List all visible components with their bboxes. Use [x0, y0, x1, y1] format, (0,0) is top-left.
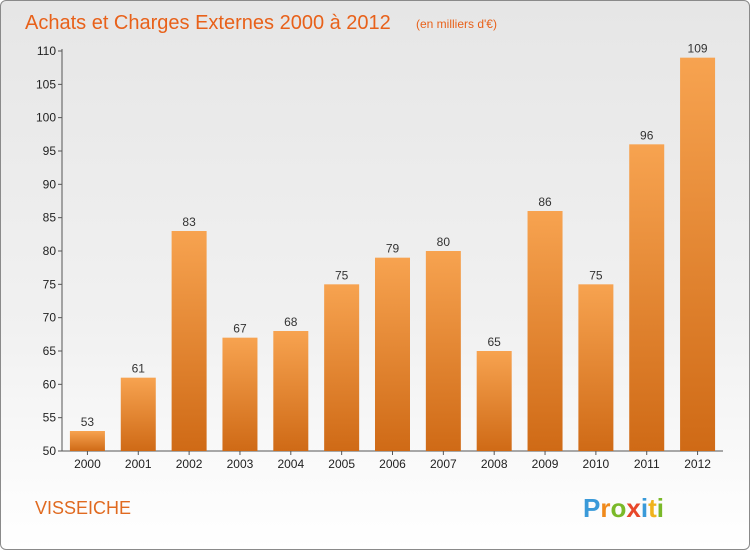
y-axis-ticks: 50 55 60 65 70 75 80 85 90 95 100 105 110: [36, 44, 62, 458]
bar-2002: [171, 231, 207, 451]
x-tick-label: 2008: [481, 457, 508, 471]
y-tick-label: 50: [43, 444, 57, 458]
data-label: 86: [538, 195, 552, 209]
x-tick-label: 2002: [176, 457, 203, 471]
data-label: 75: [335, 268, 349, 282]
bar-2000: [69, 431, 105, 451]
y-tick-label: 60: [43, 377, 57, 391]
y-tick-label: 90: [43, 177, 57, 191]
y-tick-label: 70: [43, 311, 57, 325]
bar-2001: [120, 377, 156, 451]
data-label: 75: [589, 268, 603, 282]
data-label: 96: [640, 128, 654, 142]
bar-2009: [527, 211, 563, 451]
x-tick-label: 2012: [684, 457, 711, 471]
chart-title: Achats et Charges Externes 2000 à 2012: [25, 12, 391, 34]
x-tick-label: 2010: [583, 457, 610, 471]
x-tick-label: 2007: [430, 457, 457, 471]
y-tick-label: 75: [43, 277, 57, 291]
logo-letter: P: [583, 493, 600, 523]
data-label: 83: [182, 215, 196, 229]
y-tick-label: 105: [36, 77, 56, 91]
data-label: 109: [688, 42, 708, 56]
data-label: 80: [437, 235, 451, 249]
logo-letter: i: [641, 493, 648, 523]
bar-2007: [425, 251, 461, 451]
bar-2012: [680, 57, 716, 452]
logo-letter: i: [657, 493, 664, 523]
chart-subtitle: (en milliers d'€): [416, 17, 497, 31]
data-label: 79: [386, 242, 400, 256]
data-label: 68: [284, 315, 298, 329]
y-tick-label: 100: [36, 111, 56, 125]
bar-2011: [629, 144, 665, 452]
y-tick-label: 80: [43, 244, 57, 258]
data-label: 67: [233, 322, 247, 336]
data-label: 65: [488, 335, 502, 349]
x-tick-label: 2000: [74, 457, 101, 471]
x-tick-label: 2011: [634, 457, 660, 471]
x-tick-label: 2009: [532, 457, 559, 471]
bars: [69, 57, 716, 452]
x-tick-label: 2004: [277, 457, 304, 471]
logo-letter: t: [648, 493, 657, 523]
x-tick-label: 2006: [379, 457, 406, 471]
logo-letter: r: [600, 493, 610, 523]
x-tick-label: 2005: [328, 457, 355, 471]
bar-2006: [375, 257, 410, 451]
logo-letter: x: [626, 493, 641, 523]
y-tick-label: 55: [43, 411, 57, 425]
data-label: 61: [132, 362, 146, 376]
x-tick-label: 2001: [125, 457, 152, 471]
x-axis-ticks: 2000 2001 2002 2003 2004 2005 2006 2007 2008 2009…: [74, 451, 711, 471]
y-tick-label: 95: [43, 144, 57, 158]
bar-2004: [273, 331, 309, 451]
proxiti-logo: Proxiti: [583, 493, 664, 523]
y-tick-label: 110: [37, 44, 56, 58]
logo-letter: o: [610, 493, 626, 523]
y-tick-label: 65: [43, 344, 57, 358]
data-label: 53: [81, 415, 95, 429]
bar-2008: [476, 351, 512, 451]
bar-2003: [222, 337, 258, 451]
bar-2005: [324, 284, 360, 451]
x-tick-label: 2003: [227, 457, 254, 471]
data-labels: 53 61 83 67 68 75 79 80 65 86 75 96 109: [81, 42, 708, 429]
y-tick-label: 85: [43, 211, 57, 225]
bar-2010: [578, 284, 614, 451]
commune-name: VISSEICHE: [35, 498, 131, 518]
